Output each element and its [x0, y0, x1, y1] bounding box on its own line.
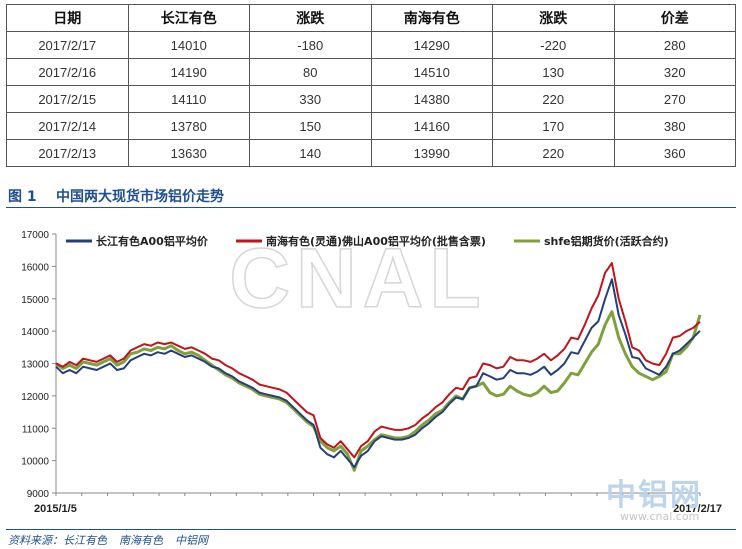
header-change: 涨跌 — [492, 4, 615, 32]
y-tick-label: 11000 — [22, 424, 50, 435]
cell-change: 130 — [492, 58, 615, 86]
cell-nanhai: 14160 — [370, 112, 493, 140]
cell-nanhai: 14380 — [370, 85, 493, 113]
series-line-1 — [55, 262, 701, 459]
y-tick-label: 10000 — [21, 457, 49, 468]
source-label: 资料来源： — [8, 534, 63, 547]
cell-date: 2017/2/16 — [6, 58, 129, 86]
table-header-row: 日期 长江有色 涨跌 南海有色 涨跌 价差 — [6, 4, 736, 32]
cell-nanhai: 14290 — [370, 31, 493, 59]
chart-legend: 长江有色A00铝平均价 南海有色(灵通)佛山A00铝平均价(批售含票) shfe铝期… — [66, 234, 669, 248]
table-row: 2017/2/15 14110 330 14380 220 270 — [6, 85, 736, 113]
chart-series — [55, 262, 702, 472]
cell-change: 330 — [249, 85, 372, 113]
legend-label: shfe铝期货价(活跃合约) — [544, 234, 669, 248]
table-row: 2017/2/13 13630 140 13990 220 360 — [6, 139, 736, 167]
y-tick-label: 16000 — [21, 262, 49, 273]
watermark-cnal: CNAL — [229, 231, 486, 325]
y-tick-label: 12000 — [21, 392, 49, 403]
cell-change: 150 — [249, 112, 372, 140]
cell-date: 2017/2/15 — [6, 85, 129, 113]
figure-number: 图 1 — [8, 189, 37, 205]
chart-axes: 9000 10000 11000 12000 13000 14000 15000 16000 1… — [21, 230, 701, 500]
figure-title: 图 1 中国两大现货市场铝价走势 — [8, 186, 224, 206]
cell-spread: 280 — [613, 31, 736, 59]
y-tick-label: 15000 — [21, 295, 49, 306]
cell-date: 2017/2/17 — [6, 31, 129, 59]
y-tick-label: 14000 — [21, 327, 49, 338]
cell-changjiang: 13630 — [127, 139, 250, 167]
cell-change: 140 — [249, 139, 372, 167]
cell-change: 220 — [492, 85, 615, 113]
legend-label: 长江有色A00铝平均价 — [96, 234, 209, 248]
figure-caption: 中国两大现货市场铝价走势 — [56, 189, 224, 205]
table-row: 2017/2/14 13780 150 14160 170 380 — [6, 112, 736, 140]
header-nanhai: 南海有色 — [370, 4, 493, 32]
y-tick-label: 13000 — [21, 360, 49, 371]
cell-changjiang: 14190 — [127, 58, 250, 86]
source-item: 南海有色 — [119, 534, 163, 547]
cell-changjiang: 14110 — [127, 85, 250, 113]
y-tick-label: 17000 — [21, 230, 49, 241]
cell-changjiang: 13780 — [127, 112, 250, 140]
source-item: 中铝网 — [175, 534, 208, 547]
source-item: 长江有色 — [63, 534, 107, 547]
source-line: 资料来源：长江有色 南海有色 中铝网 — [8, 532, 220, 548]
legend-label: 南海有色(灵通)佛山A00铝平均价(批售含票) — [266, 234, 486, 248]
header-date: 日期 — [6, 4, 129, 32]
price-line-chart: CNAL 9000 10000 11000 12000 13000 14000 15000 1… — [21, 230, 722, 515]
cell-date: 2017/2/14 — [6, 112, 129, 140]
cell-change: -220 — [492, 31, 615, 59]
cell-change: -180 — [249, 31, 372, 59]
watermark-logo: 中铝网 — [606, 478, 702, 513]
price-table: 日期 长江有色 涨跌 南海有色 涨跌 价差 2017/2/17 14010 -1… — [6, 4, 736, 167]
cell-spread: 270 — [613, 85, 736, 113]
header-change: 涨跌 — [249, 4, 372, 32]
x-axis-start-label: 2015/1/5 — [34, 503, 77, 515]
cell-spread: 320 — [613, 58, 736, 86]
series-line-0 — [55, 278, 701, 469]
watermark-url: www.cnal.com — [620, 510, 700, 523]
cell-spread: 360 — [613, 139, 736, 167]
series-line-2 — [55, 310, 702, 472]
cell-changjiang: 14010 — [127, 31, 250, 59]
cell-nanhai: 14510 — [370, 58, 493, 86]
cell-change: 220 — [492, 139, 615, 167]
x-axis-end-label: 2017/2/17 — [673, 503, 722, 515]
header-spread: 价差 — [613, 4, 736, 32]
title-rule — [6, 207, 736, 208]
cell-change: 170 — [492, 112, 615, 140]
cell-nanhai: 13990 — [370, 139, 493, 167]
y-tick-label: 9000 — [27, 489, 50, 500]
cell-change: 80 — [249, 58, 372, 86]
header-changjiang: 长江有色 — [127, 4, 250, 32]
footer-rule — [6, 529, 736, 530]
cell-spread: 380 — [613, 112, 736, 140]
table-row: 2017/2/17 14010 -180 14290 -220 280 — [6, 31, 736, 59]
cell-date: 2017/2/13 — [6, 139, 129, 167]
table-row: 2017/2/16 14190 80 14510 130 320 — [6, 58, 736, 86]
